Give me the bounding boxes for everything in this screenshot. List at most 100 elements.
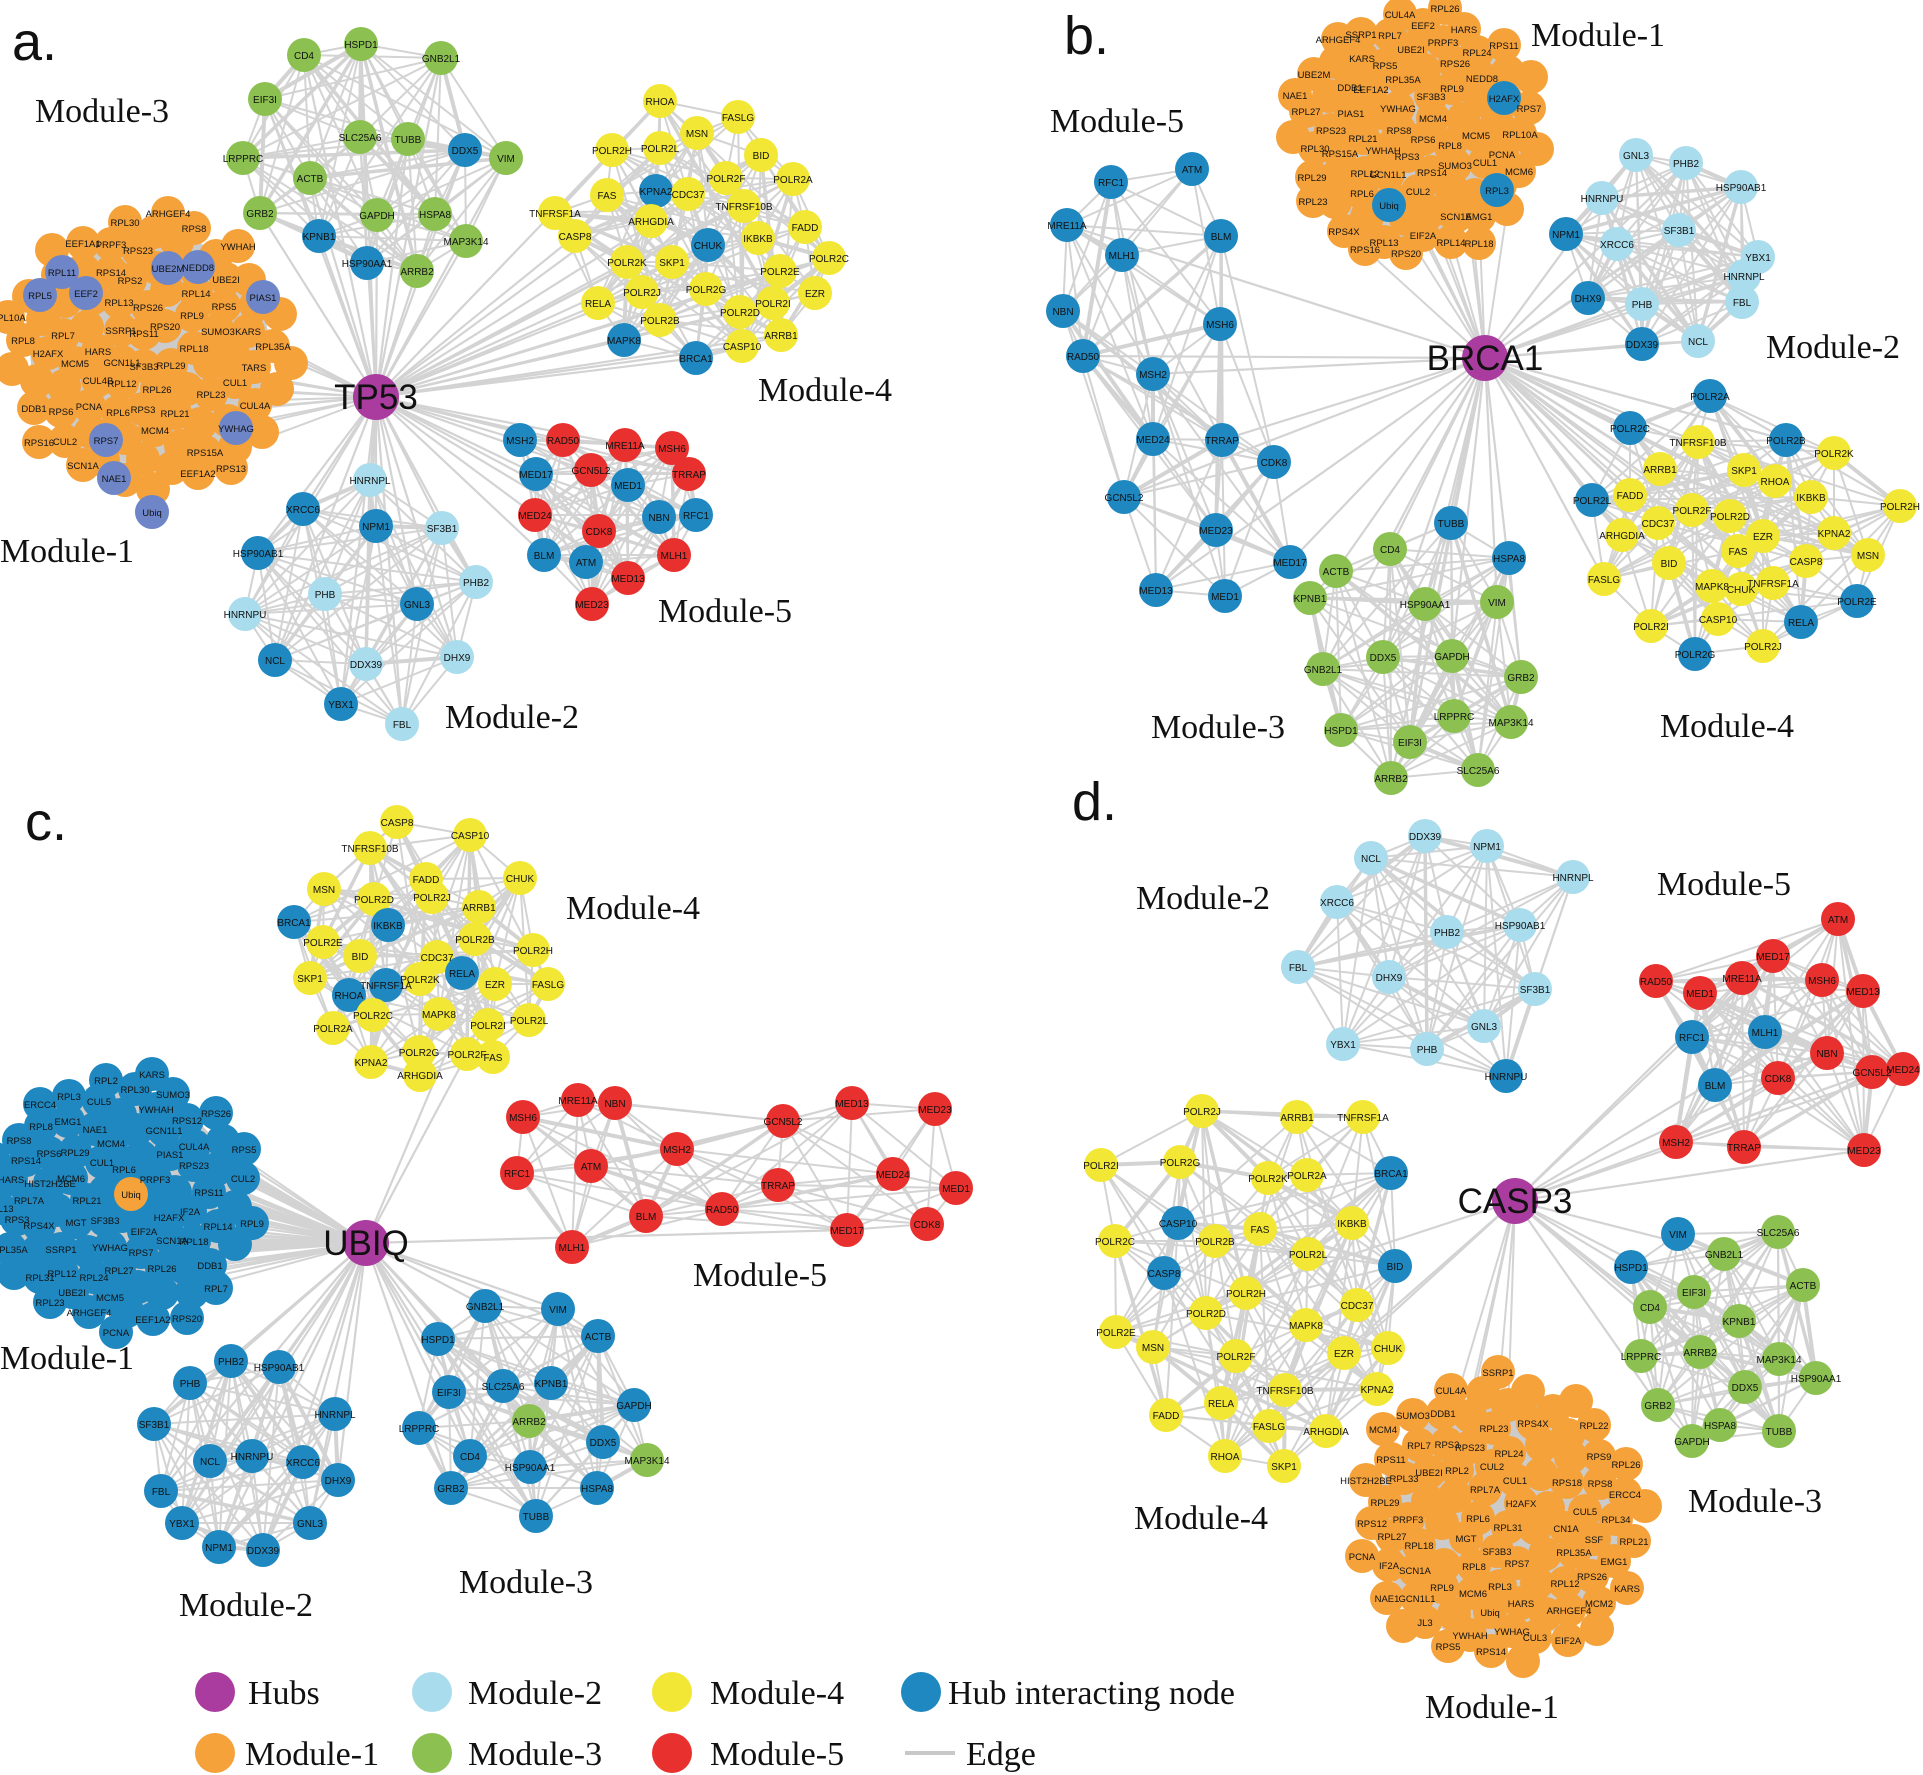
svg-text:BID: BID (1387, 1262, 1404, 1273)
svg-text:RPL23: RPL23 (1479, 1424, 1508, 1435)
svg-text:RPL12: RPL12 (1550, 1579, 1579, 1590)
svg-text:CUL4B: CUL4B (83, 376, 114, 387)
svg-text:HNRNPU: HNRNPU (1485, 1072, 1528, 1083)
svg-text:LRPPRC: LRPPRC (399, 1424, 440, 1435)
svg-text:RPL35A: RPL35A (1385, 75, 1421, 86)
svg-text:RPL9: RPL9 (1430, 1583, 1454, 1594)
svg-text:EEF2: EEF2 (1411, 21, 1435, 32)
svg-text:NBN: NBN (1052, 307, 1073, 318)
svg-text:POLR2D: POLR2D (1710, 512, 1750, 523)
svg-text:YWHAG: YWHAG (92, 1243, 128, 1254)
svg-text:Module-4: Module-4 (758, 372, 892, 409)
svg-text:ACTB: ACTB (1323, 567, 1350, 578)
svg-text:POLR2B: POLR2B (455, 935, 495, 946)
svg-text:BID: BID (352, 952, 369, 963)
svg-text:HNRNPU: HNRNPU (231, 1452, 274, 1463)
svg-text:DDX39: DDX39 (1626, 340, 1659, 351)
svg-text:RPS23: RPS23 (123, 246, 153, 257)
svg-text:RAD50: RAD50 (1067, 352, 1100, 363)
svg-text:BLM: BLM (636, 1212, 657, 1223)
svg-text:POLR2E: POLR2E (760, 267, 800, 278)
svg-text:RPS2: RPS2 (118, 276, 143, 287)
svg-text:MCM4: MCM4 (141, 426, 169, 437)
svg-text:MSH2: MSH2 (1662, 1138, 1690, 1149)
svg-text:BID: BID (1661, 559, 1678, 570)
svg-text:MAPK8: MAPK8 (422, 1010, 456, 1021)
svg-text:CUL5: CUL5 (87, 1097, 111, 1108)
svg-text:RPS3: RPS3 (5, 1215, 30, 1226)
svg-text:MED1: MED1 (1211, 592, 1239, 603)
svg-text:CUL2: CUL2 (231, 1174, 255, 1185)
svg-text:RPS20: RPS20 (150, 322, 180, 333)
svg-text:KARS: KARS (1614, 1584, 1640, 1595)
svg-text:MLH1: MLH1 (661, 551, 688, 562)
svg-text:DDX39: DDX39 (1409, 832, 1442, 843)
svg-text:RPS8: RPS8 (1387, 126, 1412, 137)
svg-text:RPL3: RPL3 (1488, 1582, 1512, 1593)
svg-text:MCM2: MCM2 (1585, 1599, 1613, 1610)
svg-text:PHB: PHB (315, 590, 336, 601)
svg-text:CDK8: CDK8 (1261, 458, 1288, 469)
svg-text:KARS: KARS (1349, 54, 1375, 65)
svg-text:POLR2C: POLR2C (1095, 1237, 1135, 1248)
svg-text:MSH2: MSH2 (506, 436, 534, 447)
svg-text:RPL18: RPL18 (1404, 1541, 1433, 1552)
svg-text:YWHAG: YWHAG (1380, 104, 1416, 115)
svg-text:MLH1: MLH1 (1752, 1028, 1779, 1039)
svg-text:TUBB: TUBB (1438, 519, 1465, 530)
svg-text:EMG1: EMG1 (1466, 212, 1493, 223)
svg-text:RPL2: RPL2 (1445, 1466, 1469, 1477)
svg-text:MAPK8: MAPK8 (1289, 1321, 1323, 1332)
svg-text:SSF: SSF (1585, 1535, 1604, 1546)
svg-text:RPL21: RPL21 (1619, 1537, 1648, 1548)
svg-text:VIM: VIM (1488, 598, 1506, 609)
svg-text:FADD: FADD (413, 875, 440, 886)
svg-text:SF3B1: SF3B1 (1664, 226, 1695, 237)
svg-text:RFC1: RFC1 (1098, 178, 1125, 189)
svg-text:POLR2J: POLR2J (623, 288, 661, 299)
svg-text:RPS23: RPS23 (179, 1161, 209, 1172)
svg-text:Module-2: Module-2 (468, 1675, 602, 1712)
svg-text:RELA: RELA (449, 969, 475, 980)
svg-text:H2AFX: H2AFX (1489, 94, 1520, 105)
svg-text:NPM1: NPM1 (1552, 230, 1580, 241)
svg-text:CN1A: CN1A (1553, 1524, 1579, 1535)
svg-text:GNL3: GNL3 (1623, 151, 1650, 162)
svg-text:BRCA1: BRCA1 (679, 354, 713, 365)
svg-text:FADD: FADD (792, 223, 819, 234)
svg-text:SSRP1: SSRP1 (1345, 30, 1376, 41)
svg-text:RPL3: RPL3 (1485, 186, 1509, 197)
svg-text:MCM6: MCM6 (57, 1174, 85, 1185)
svg-text:POLR2J: POLR2J (1744, 642, 1782, 653)
svg-text:XRCC6: XRCC6 (1600, 240, 1634, 251)
svg-text:Ubiq: Ubiq (121, 1190, 141, 1201)
svg-text:RPL30: RPL30 (110, 218, 139, 229)
svg-text:GRB2: GRB2 (1507, 673, 1535, 684)
svg-text:NEDD8: NEDD8 (182, 263, 214, 274)
svg-text:UBE2I: UBE2I (1415, 1468, 1442, 1479)
svg-text:FADD: FADD (1617, 491, 1644, 502)
svg-text:DDB1: DDB1 (197, 1261, 222, 1272)
svg-text:RPS5: RPS5 (212, 302, 237, 313)
svg-text:MAPK8: MAPK8 (607, 336, 641, 347)
svg-text:Hubs: Hubs (248, 1675, 320, 1712)
svg-text:CHUK: CHUK (1374, 1344, 1403, 1355)
svg-text:MAPK8: MAPK8 (1695, 582, 1729, 593)
svg-text:RPS18: RPS18 (1552, 1478, 1582, 1489)
svg-text:FASLG: FASLG (532, 980, 564, 991)
svg-text:MED13: MED13 (611, 574, 645, 585)
svg-text:ARHGEF4: ARHGEF4 (67, 1308, 112, 1319)
svg-text:RPL7A: RPL7A (1470, 1485, 1501, 1496)
svg-text:H2AFX: H2AFX (33, 349, 64, 360)
svg-text:TNFRSF10B: TNFRSF10B (715, 202, 773, 213)
svg-text:RHOA: RHOA (1761, 477, 1790, 488)
svg-text:Module-4: Module-4 (710, 1675, 844, 1712)
svg-text:POLR2I: POLR2I (470, 1021, 506, 1032)
svg-text:GNB2L1: GNB2L1 (1705, 1250, 1744, 1261)
svg-text:EIF3I: EIF3I (437, 1388, 461, 1399)
svg-text:CHUK: CHUK (506, 874, 535, 885)
svg-text:MSN: MSN (1857, 551, 1879, 562)
svg-text:CDK8: CDK8 (586, 527, 613, 538)
svg-text:SKP1: SKP1 (1271, 1462, 1297, 1473)
svg-text:MGT: MGT (65, 1218, 86, 1229)
